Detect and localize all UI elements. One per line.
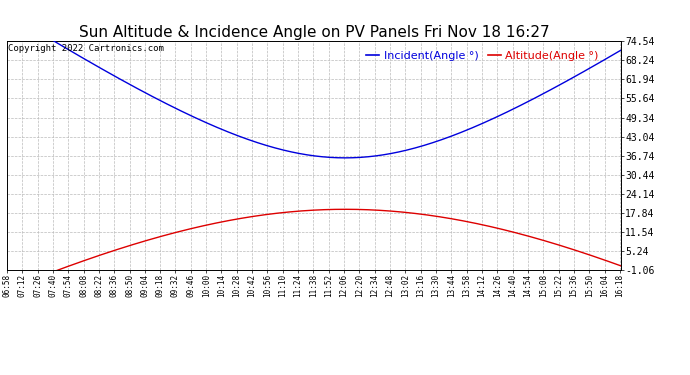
Legend: Incident(Angle °), Altitude(Angle °): Incident(Angle °), Altitude(Angle °) — [362, 47, 603, 66]
Title: Sun Altitude & Incidence Angle on PV Panels Fri Nov 18 16:27: Sun Altitude & Incidence Angle on PV Pan… — [79, 25, 549, 40]
Text: Copyright 2022 Cartronics.com: Copyright 2022 Cartronics.com — [8, 44, 164, 52]
